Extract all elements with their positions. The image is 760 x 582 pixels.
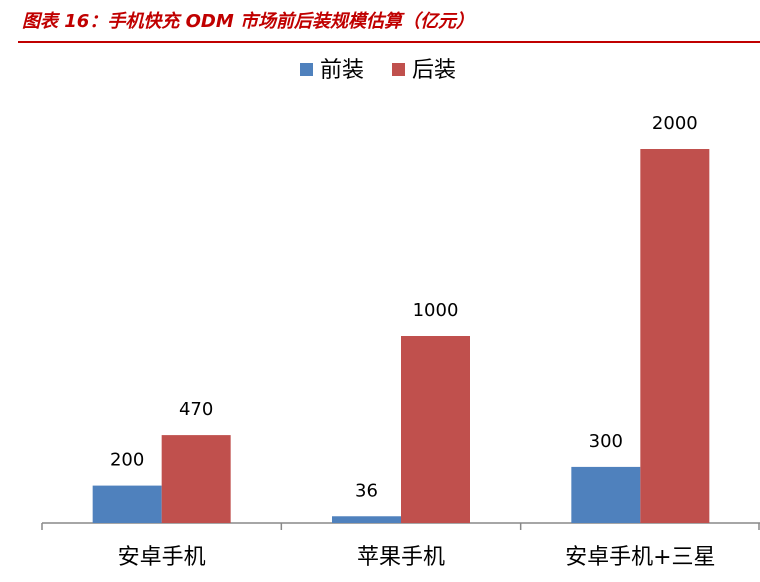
x-tick-label: 安卓手机 (118, 545, 206, 570)
legend-label: 前装 (320, 58, 364, 83)
data-label: 200 (110, 450, 144, 471)
data-label: 300 (589, 431, 623, 452)
bar (401, 336, 470, 523)
x-tick-label: 苹果手机 (357, 545, 445, 570)
bar (92, 485, 162, 523)
bar (161, 435, 231, 523)
data-label: 36 (355, 480, 378, 501)
bar (571, 466, 641, 523)
legend-swatch (300, 63, 313, 76)
x-tick-label: 安卓手机+三星 (565, 545, 715, 570)
data-label: 2000 (652, 113, 698, 134)
data-label: 470 (179, 399, 213, 420)
data-label: 1000 (413, 300, 459, 321)
bar (332, 516, 401, 523)
bar (640, 149, 710, 523)
chart-title: 图表 16：手机快充 ODM 市场前后装规模估算（亿元） (22, 11, 474, 32)
legend-swatch (392, 63, 405, 76)
legend-label: 后装 (412, 58, 456, 83)
